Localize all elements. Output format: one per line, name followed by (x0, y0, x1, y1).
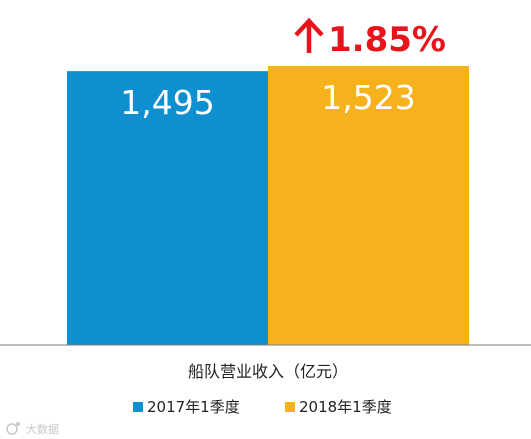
bar-2018-q1 (268, 66, 469, 345)
weibo-logo-icon (6, 422, 20, 435)
change-percent-label: 1.85% (328, 20, 446, 60)
x-category-label: 船队营业收入（亿元） (188, 362, 348, 381)
legend-swatch-2018 (285, 402, 295, 412)
bar-value-label-2018-q1: 1,523 (321, 78, 415, 117)
legend: 2017年1季度 2018年1季度 (133, 398, 392, 416)
bar-value-label-2017-q1: 1,495 (120, 83, 214, 122)
legend-label-2018: 2018年1季度 (299, 398, 392, 416)
bars-group (67, 66, 469, 346)
bar-2017-q1 (67, 71, 268, 346)
up-arrow-icon (294, 17, 324, 53)
watermark: 大数据 (6, 422, 59, 436)
legend-label-2017: 2017年1季度 (147, 398, 240, 416)
watermark-text: 大数据 (26, 422, 59, 436)
change-annotation: 1.85% (294, 17, 446, 60)
bar-labels-group: 1,495 1,523 (120, 78, 415, 122)
legend-swatch-2017 (133, 402, 143, 412)
